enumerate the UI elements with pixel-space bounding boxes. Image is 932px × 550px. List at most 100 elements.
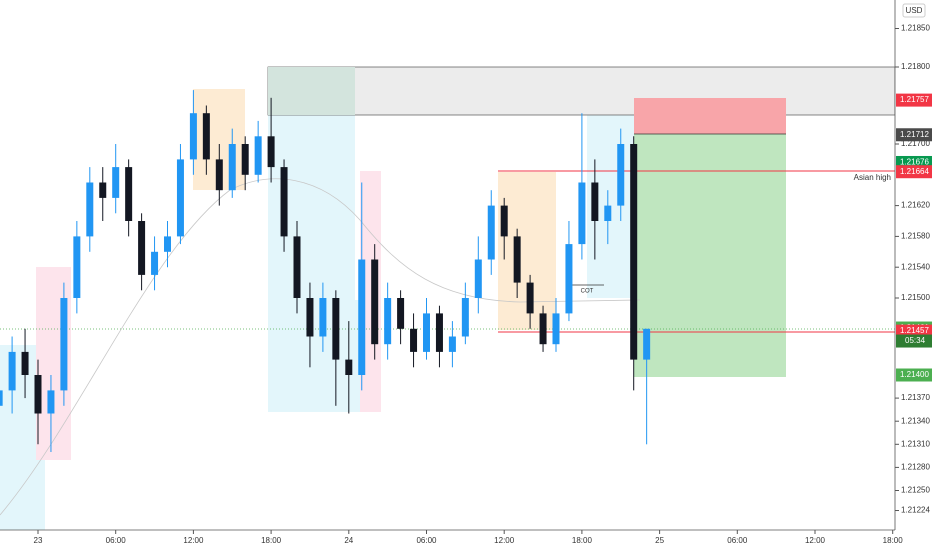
time-label: 18:00 — [883, 536, 904, 545]
price-label: 1.21280 — [901, 463, 930, 472]
candle-body — [397, 298, 405, 329]
candle-body — [8, 351, 16, 391]
candle-body — [138, 221, 146, 275]
candle-body — [617, 144, 625, 206]
candle-body — [448, 336, 456, 352]
candle-body — [474, 259, 482, 298]
currency: USD — [906, 6, 923, 15]
time-label: 18:00 — [261, 536, 282, 545]
currency-badge — [902, 3, 926, 18]
candle-body — [604, 205, 612, 221]
price-label: 1.21620 — [901, 201, 930, 210]
price-tag-label: 1.21757 — [900, 95, 929, 104]
price-tag-label: 1.21400 — [900, 370, 929, 379]
price-label: 1.21250 — [901, 486, 930, 495]
candle-body — [578, 182, 586, 245]
price-tag-label: 1.21664 — [900, 167, 929, 176]
candle-body — [423, 313, 430, 352]
price-tag — [896, 93, 932, 107]
time-label: 06:00 — [416, 536, 437, 545]
candle-body — [539, 313, 547, 345]
price-label: 1.21800 — [901, 62, 930, 71]
candle-body — [306, 298, 314, 337]
candle-body — [565, 244, 573, 314]
cot-label: COT — [581, 289, 594, 295]
time-label: 12:00 — [805, 536, 826, 545]
time-label: 06:00 — [106, 536, 127, 545]
candle-body — [267, 136, 275, 168]
candle-body — [371, 259, 379, 345]
candle-body — [410, 328, 418, 352]
candle-body — [591, 182, 599, 221]
time-axis — [0, 530, 932, 550]
candle-body — [513, 236, 521, 283]
candle-body — [319, 298, 327, 337]
price-label: 1.21310 — [901, 439, 930, 448]
candle-body — [0, 390, 3, 406]
zone — [268, 67, 355, 115]
candle-body — [254, 136, 262, 175]
candle-body — [228, 144, 236, 191]
price-label: 1.21700 — [901, 139, 930, 148]
price-tag-label: 1.21676 — [900, 158, 929, 167]
time-label: 25 — [655, 536, 664, 545]
stop-zone — [634, 98, 786, 134]
candle-body — [151, 251, 159, 275]
price-label: 1.21370 — [901, 393, 930, 402]
price-tag — [896, 368, 932, 382]
time-label: 24 — [344, 536, 353, 545]
candle-body — [47, 390, 55, 414]
candle-body — [500, 205, 508, 237]
candle-body — [99, 182, 107, 198]
price-label: 1.21540 — [901, 262, 930, 271]
candle-body — [21, 351, 29, 375]
time-label: 23 — [34, 536, 43, 545]
price-label: 1.21850 — [901, 24, 930, 33]
candle-body — [345, 359, 353, 375]
candle-body — [552, 313, 560, 345]
candle-body — [293, 236, 301, 298]
candle-body — [526, 282, 534, 314]
candle-body — [215, 159, 223, 191]
supply-zone — [267, 66, 896, 116]
asian-high-label: Asian high — [854, 173, 891, 182]
candle-body — [189, 113, 197, 160]
price-tag-label: 1.21457 — [900, 326, 929, 335]
candle-body — [241, 144, 249, 175]
candle-body — [73, 236, 81, 298]
candle-body — [125, 167, 133, 221]
price-tag — [896, 165, 932, 179]
candle-body — [435, 313, 443, 352]
candle-body — [332, 298, 340, 360]
candle-body — [630, 144, 638, 360]
candle-body — [202, 113, 210, 160]
candle-body — [86, 182, 94, 237]
countdown-tag — [896, 334, 932, 348]
price-label: 1.21224 — [901, 506, 930, 515]
price-label: 1.21500 — [901, 293, 930, 302]
time-label: 12:00 — [183, 536, 204, 545]
candle-body — [643, 328, 651, 360]
price-axis — [895, 0, 932, 550]
candle-body — [164, 236, 171, 252]
candle-body — [60, 298, 68, 391]
candle-body — [487, 205, 495, 260]
candle-body — [461, 298, 469, 337]
candles — [0, 90, 651, 452]
price-label: 1.21580 — [901, 232, 930, 241]
candle-body — [176, 159, 184, 237]
price-tag-label: 1.21712 — [900, 130, 929, 139]
target-zone — [634, 134, 786, 377]
moving-average — [0, 178, 641, 516]
axis-labels: 1.21850 1.21800 1.21700 1.21620 1.21580 1.215… — [34, 24, 932, 545]
candle-body — [34, 375, 42, 414]
price-label: 1.21340 — [901, 416, 930, 425]
countdown: 05:34 — [905, 336, 926, 345]
price-tag — [896, 324, 932, 338]
candle-body — [358, 259, 366, 375]
time-label: 18:00 — [572, 536, 593, 545]
candle-body — [112, 167, 120, 198]
candle-body — [280, 167, 288, 237]
time-label: 06:00 — [727, 536, 748, 545]
